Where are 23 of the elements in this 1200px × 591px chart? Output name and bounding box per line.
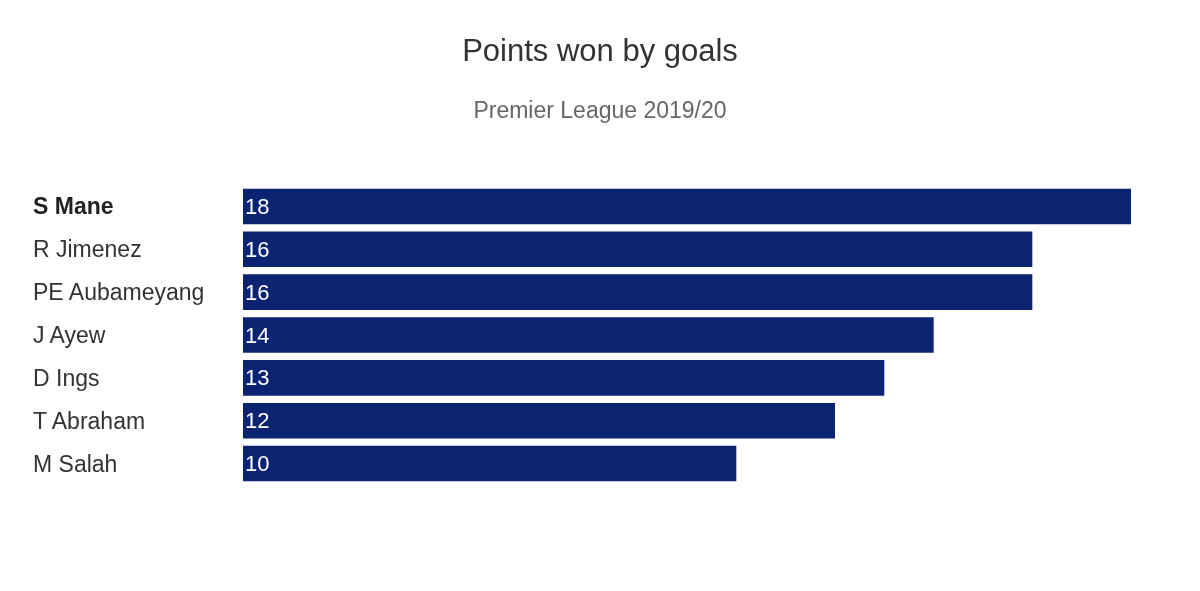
bar bbox=[243, 360, 885, 396]
data-label: 14 bbox=[245, 322, 270, 348]
bar bbox=[243, 317, 934, 353]
y-tick-label: D Ings bbox=[33, 364, 100, 391]
y-tick-label: M Salah bbox=[33, 450, 118, 477]
y-tick-label: T Abraham bbox=[33, 407, 146, 434]
bar bbox=[243, 188, 1131, 225]
y-tick-label: J Ayew bbox=[33, 322, 106, 348]
bar bbox=[243, 402, 835, 439]
y-tick-label: PE Aubameyang bbox=[33, 279, 205, 306]
data-label: 10 bbox=[245, 451, 270, 477]
data-label: 13 bbox=[245, 365, 270, 391]
data-label: 16 bbox=[245, 279, 270, 305]
y-tick-label: R Jimenez bbox=[33, 236, 142, 263]
data-label: 16 bbox=[245, 236, 270, 262]
data-label: 12 bbox=[245, 408, 270, 434]
bar bbox=[243, 445, 737, 482]
bar bbox=[243, 231, 1033, 268]
chart-title: Points won by goals bbox=[462, 33, 738, 68]
bar bbox=[243, 274, 1033, 310]
chart-subtitle: Premier League 2019/20 bbox=[473, 96, 727, 123]
y-tick-label: S Mane bbox=[33, 193, 114, 220]
data-label: 18 bbox=[245, 193, 270, 219]
